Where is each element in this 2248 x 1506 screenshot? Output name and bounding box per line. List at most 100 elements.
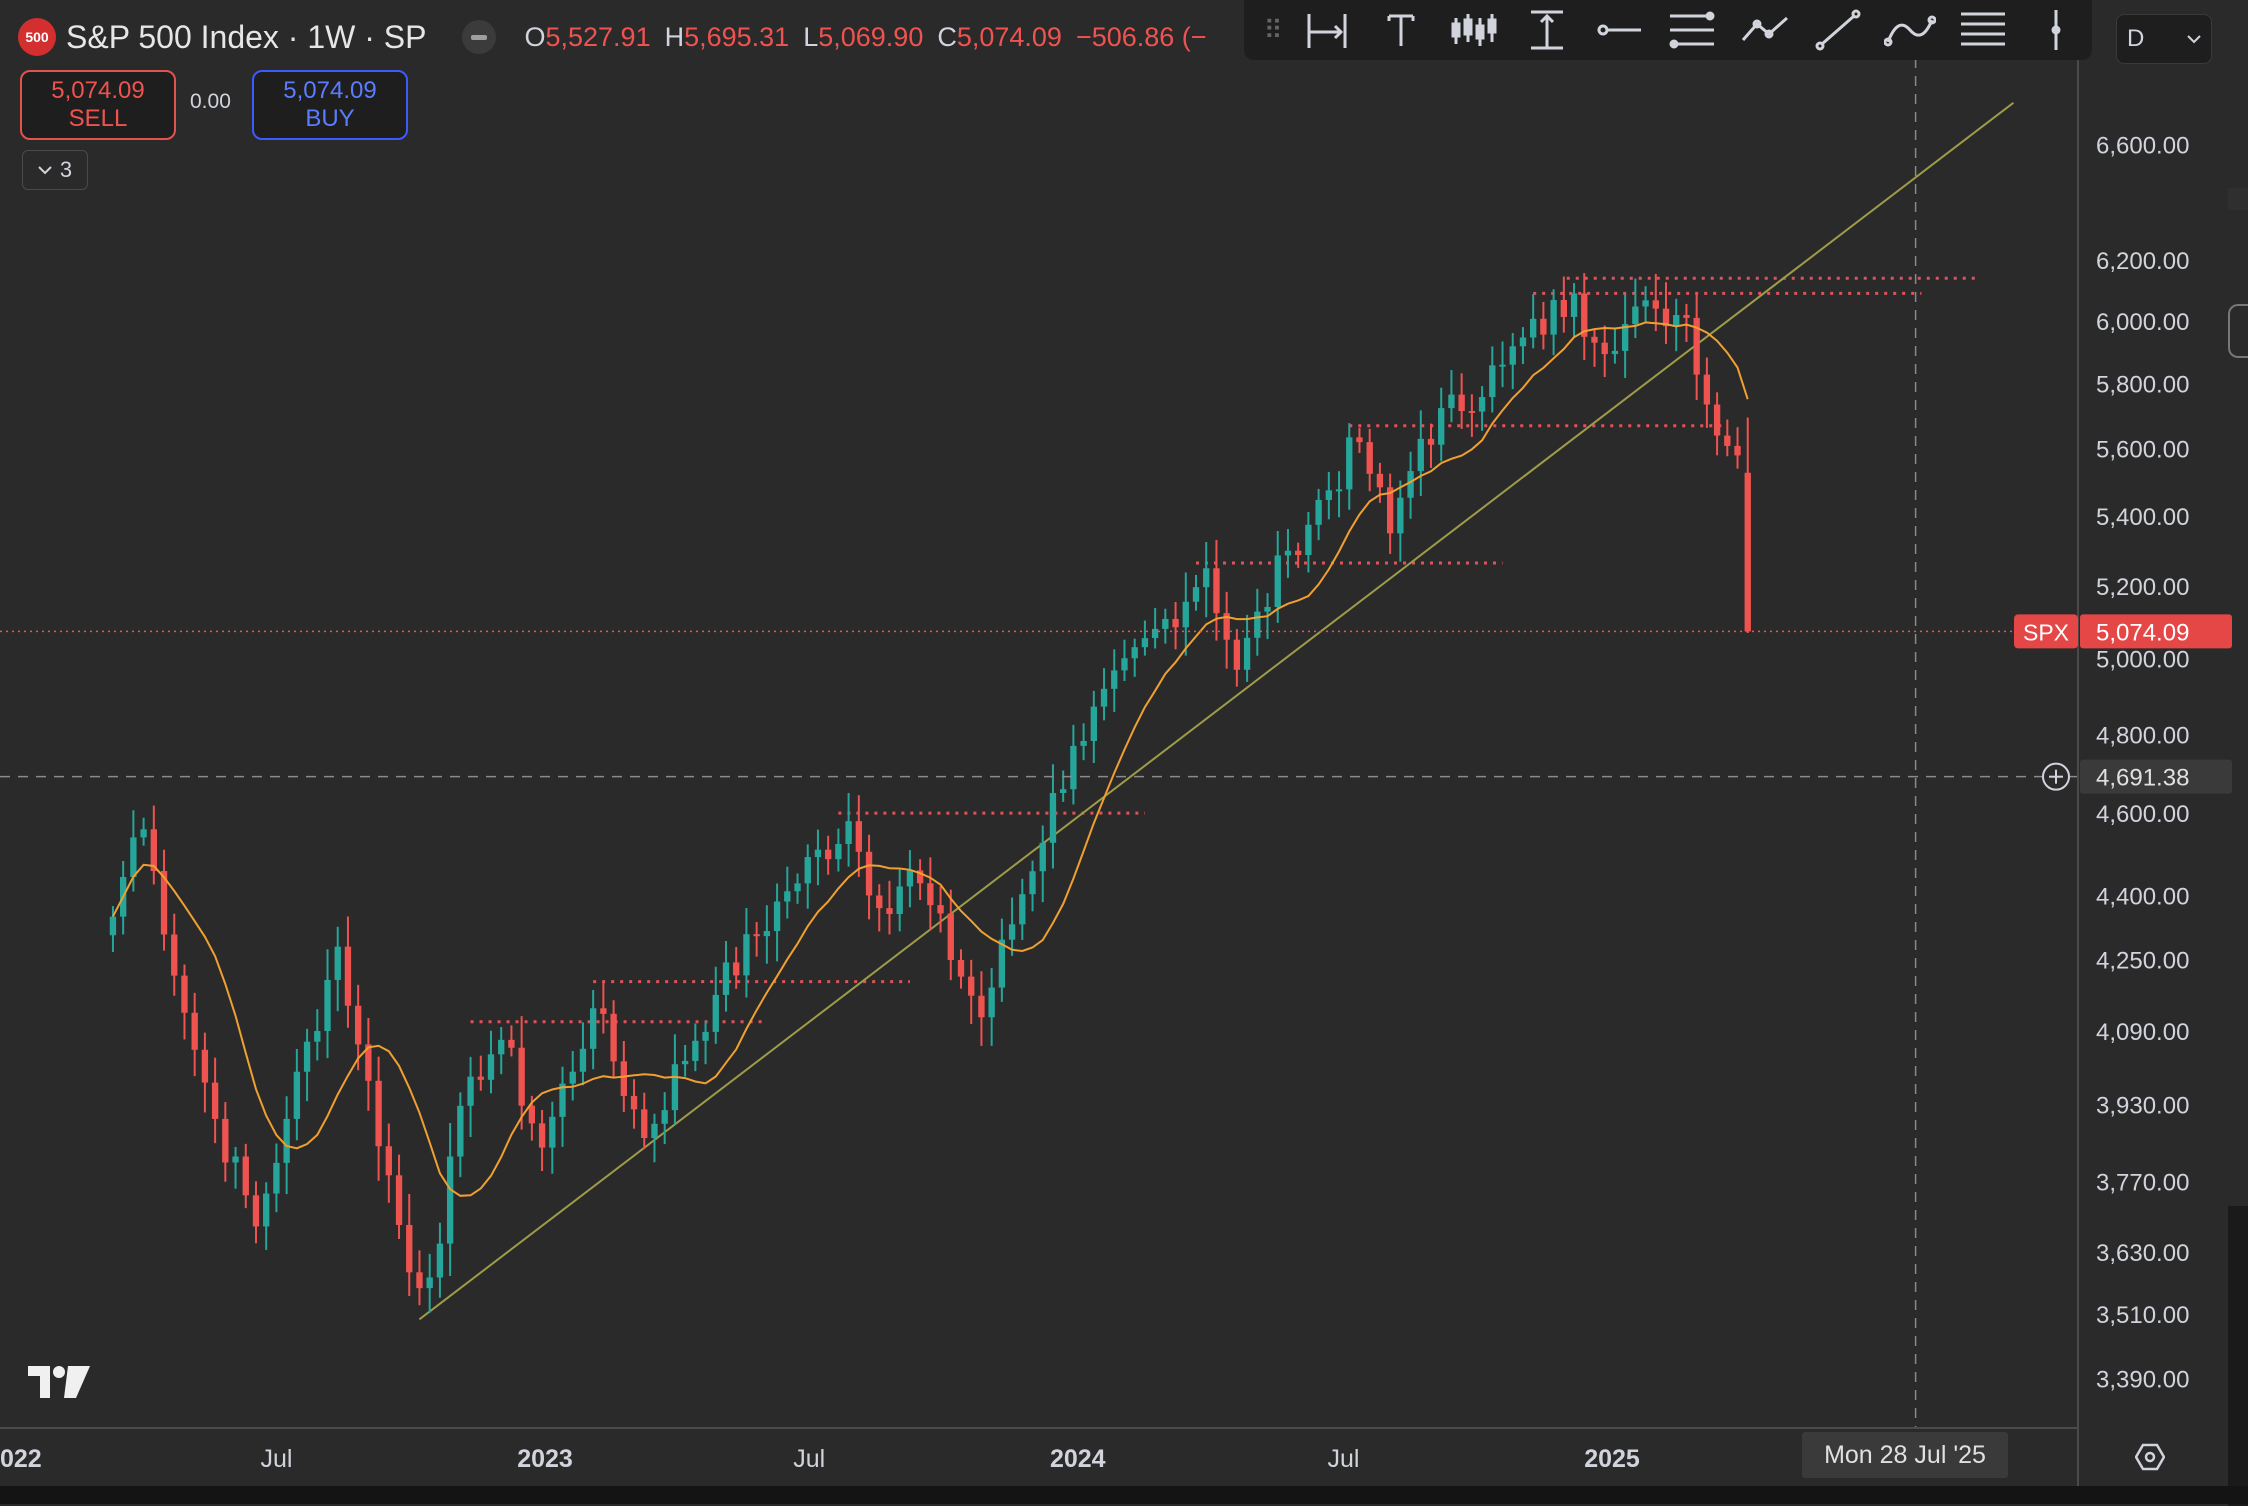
scrollbar-segment[interactable] — [2228, 188, 2248, 210]
candle — [406, 1194, 413, 1296]
candle — [222, 1102, 229, 1182]
candle — [1550, 289, 1557, 356]
multi-line-icon[interactable] — [1947, 2, 2020, 58]
candle-body — [1652, 300, 1659, 309]
candle-body — [1121, 658, 1128, 671]
candle-body — [1008, 924, 1016, 940]
candle-body — [1356, 437, 1363, 443]
candle — [171, 913, 178, 996]
sell-button[interactable]: 5,074.09 SELL — [20, 70, 176, 140]
vertical-line-icon[interactable] — [2019, 2, 2092, 58]
candle-body — [201, 1049, 209, 1083]
candle — [324, 949, 331, 1059]
candle — [1601, 325, 1608, 378]
candle — [1621, 294, 1629, 378]
ohlc-value: 5,695.31 — [684, 21, 790, 52]
candle-body — [681, 1060, 689, 1065]
candle-body — [1070, 745, 1077, 790]
price-axis: 6,600.00 6,200.00 6,000.00 5,800.00 5,600.00… — [2014, 0, 2248, 1504]
price-tick-label: 3,390.00 — [2096, 1367, 2189, 1394]
price-tick-label: 3,510.00 — [2096, 1302, 2189, 1329]
path-icon[interactable] — [1728, 2, 1801, 58]
curve-icon[interactable] — [1874, 2, 1947, 58]
indicators-toggle[interactable]: 3 — [22, 150, 88, 190]
trend-line[interactable] — [418, 101, 2015, 1321]
candle-body — [1693, 317, 1700, 375]
symbol-title[interactable]: S&P 500 Index · 1W · SP — [66, 18, 427, 55]
candle-body — [784, 891, 791, 902]
add-alert-icon[interactable] — [2042, 762, 2070, 791]
bar-pattern-icon[interactable] — [1438, 2, 1511, 58]
text-icon[interactable] — [1365, 2, 1438, 58]
candle — [896, 869, 903, 932]
candle-body — [263, 1193, 270, 1227]
candle — [988, 968, 995, 1046]
candle — [1713, 392, 1721, 456]
price-tick-label: 4,600.00 — [2096, 801, 2189, 828]
candle-body — [498, 1039, 505, 1055]
candle — [1254, 588, 1261, 656]
scrollbar-handle[interactable] — [2228, 304, 2248, 358]
chart-settings-button[interactable] — [2128, 1442, 2172, 1472]
candle-body — [109, 916, 117, 936]
price-tick-label: 4,090.00 — [2096, 1019, 2189, 1046]
candle — [1356, 427, 1363, 453]
candle-body — [1611, 350, 1619, 355]
candle-body — [579, 1048, 587, 1072]
candle — [1111, 649, 1118, 712]
collapse-legend-button[interactable] — [462, 20, 497, 54]
buy-button[interactable]: 5,074.09 BUY — [252, 70, 408, 140]
candle-body — [1570, 293, 1578, 317]
candle-body — [354, 1005, 362, 1045]
candle — [1213, 539, 1220, 641]
fib-retracement-icon[interactable] — [1656, 2, 1729, 58]
candle — [344, 916, 352, 1028]
drag-handle-icon[interactable]: ⠿ — [1263, 14, 1283, 45]
crosshair-date-label: Mon 28 Jul '25 — [1802, 1432, 2008, 1478]
candle-body — [293, 1071, 301, 1119]
candle — [559, 1066, 566, 1147]
tradingview-logo-icon[interactable] — [26, 1364, 92, 1400]
candle — [1652, 273, 1659, 332]
candle — [109, 906, 117, 952]
candle-body — [641, 1109, 648, 1138]
candle-body — [457, 1105, 464, 1157]
candle — [743, 907, 750, 998]
candle — [334, 926, 341, 1012]
candle — [589, 989, 597, 1070]
candle — [1734, 427, 1741, 469]
candle — [1039, 825, 1046, 903]
price-range-icon[interactable] — [1510, 2, 1583, 58]
candle-body — [385, 1146, 392, 1176]
time-tick-label: 022 — [0, 1445, 42, 1473]
candle-body — [569, 1071, 576, 1084]
candle-body — [1233, 639, 1241, 670]
candle-body — [487, 1054, 495, 1080]
candle-body — [1468, 411, 1476, 414]
timeframe-value: D — [2127, 25, 2145, 52]
candle — [436, 1222, 444, 1298]
candle-body — [763, 931, 771, 937]
timeframe-select[interactable]: D — [2116, 14, 2212, 64]
candle — [191, 992, 198, 1077]
price-tick-label: 4,400.00 — [2096, 883, 2189, 910]
candle-body — [1274, 555, 1281, 607]
scrollbar-segment[interactable] — [2228, 1206, 2248, 1506]
horizontal-ray-icon[interactable] — [1583, 2, 1656, 58]
candle-body — [1713, 404, 1721, 436]
candle — [416, 1250, 423, 1306]
candle — [1121, 639, 1128, 682]
candle-body — [273, 1162, 280, 1194]
candle — [1223, 591, 1230, 669]
moving-average-line — [112, 321, 1749, 1197]
candle-body — [1019, 894, 1026, 925]
candle — [1397, 480, 1404, 562]
candle-body — [712, 994, 719, 1032]
candle-body — [1213, 568, 1220, 614]
date-price-range-icon[interactable] — [1292, 2, 1365, 58]
candle — [927, 857, 934, 931]
candle-body — [232, 1156, 239, 1163]
trend-line-icon[interactable] — [1801, 2, 1874, 58]
candle — [1489, 346, 1496, 413]
